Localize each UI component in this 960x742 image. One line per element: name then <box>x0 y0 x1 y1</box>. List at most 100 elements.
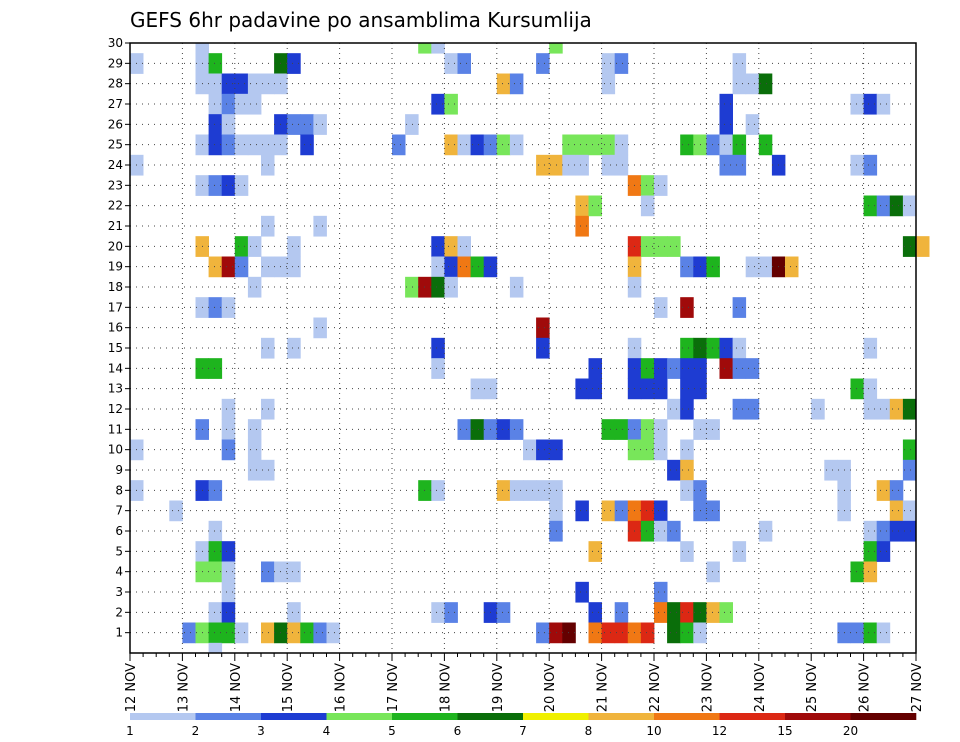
heatmap-cell <box>287 256 301 278</box>
heatmap-cell <box>680 541 694 562</box>
heatmap-cell <box>667 602 681 623</box>
x-tick-label: 12 NOV <box>124 663 139 712</box>
heatmap-cell <box>287 561 301 583</box>
heatmap-cell <box>234 256 249 278</box>
heatmap-cell <box>549 520 563 542</box>
heatmap-cell <box>601 500 616 522</box>
heatmap-cell <box>640 520 655 542</box>
heatmap-cell <box>680 358 694 379</box>
heatmap-cell <box>640 419 655 440</box>
legend-label: 12 <box>712 724 727 738</box>
heatmap-cell <box>562 622 576 644</box>
heatmap-cell <box>863 398 878 420</box>
heatmap-cell <box>444 93 458 115</box>
heatmap-cell <box>588 195 602 217</box>
heatmap-cell <box>431 602 445 623</box>
heatmap-cell <box>431 93 445 115</box>
legend-swatch <box>130 713 196 720</box>
heatmap-cell <box>431 480 445 501</box>
heatmap-cell <box>745 256 760 278</box>
heatmap-cell <box>261 256 275 278</box>
heatmap-cell <box>575 195 589 217</box>
heatmap-cell <box>732 297 747 318</box>
heatmap-cell <box>392 134 406 156</box>
x-tick-label: 21 NOV <box>596 663 611 712</box>
heatmap-cell <box>863 195 878 217</box>
x-tick-label: 24 NOV <box>753 663 768 712</box>
heatmap-cell <box>588 541 602 562</box>
heatmap-cell <box>601 134 616 156</box>
heatmap-cell <box>431 43 445 54</box>
heatmap-cell <box>536 317 550 339</box>
heatmap-cell <box>261 622 275 644</box>
heatmap-cell <box>234 622 249 644</box>
heatmap-cell <box>876 195 891 217</box>
heatmap-cell <box>863 154 878 176</box>
heatmap-cell <box>221 541 236 562</box>
heatmap-cell <box>457 256 471 278</box>
heatmap-cell <box>667 459 681 481</box>
heatmap-cell <box>536 622 550 644</box>
heatmap-cell <box>300 622 314 644</box>
heatmap-cell <box>745 73 760 95</box>
color-legend: 1 2 3 4 5 6 7 8 10 12 15 20 <box>126 713 917 738</box>
heatmap-cell <box>706 602 720 623</box>
y-tick-label: 5 <box>115 544 123 558</box>
heatmap-cell <box>654 297 668 318</box>
heatmap-cell <box>614 134 629 156</box>
heatmap-cell <box>261 154 275 176</box>
legend-label: 4 <box>323 724 331 738</box>
x-tick-label: 13 NOV <box>176 663 191 712</box>
heatmap-cell <box>431 236 445 257</box>
heatmap-cell <box>431 337 445 359</box>
y-tick-label: 7 <box>115 504 123 518</box>
heatmap-cell <box>287 622 301 644</box>
heatmap-cell <box>234 134 249 156</box>
legend-label: 15 <box>777 724 792 738</box>
legend-swatch <box>850 713 917 720</box>
heatmap-cell <box>313 114 327 135</box>
heatmap-cell <box>719 358 733 379</box>
heatmap-cell <box>588 602 602 623</box>
heatmap-cell <box>549 154 563 176</box>
heatmap-cell <box>758 520 773 542</box>
heatmap-cell <box>732 541 747 562</box>
heatmap-cell <box>745 114 760 135</box>
heatmap-cell <box>719 154 733 176</box>
heatmap-cell <box>876 398 891 420</box>
heatmap-cell <box>667 358 681 379</box>
heatmap-cell <box>889 500 904 522</box>
heatmap-cell <box>601 53 616 74</box>
y-tick-label: 19 <box>108 260 123 274</box>
heatmap-cell <box>654 175 668 196</box>
heatmap-cell <box>667 520 681 542</box>
heatmap-cell <box>287 602 301 623</box>
heatmap-cell <box>850 154 864 176</box>
heatmap-cell <box>208 480 223 501</box>
y-tick-label: 9 <box>115 463 123 477</box>
heatmap-cell <box>863 337 878 359</box>
y-tick-label: 21 <box>108 219 123 233</box>
heatmap-cell <box>850 93 864 115</box>
y-tick-label: 6 <box>115 524 123 538</box>
heatmap-cell <box>601 73 616 95</box>
legend-swatch <box>523 713 589 720</box>
heatmap-cell <box>902 236 917 257</box>
heatmap-cell <box>680 459 694 481</box>
heatmap-cell <box>536 154 550 176</box>
y-tick-label: 1 <box>115 626 123 640</box>
heatmap-cell <box>195 43 209 54</box>
heatmap-cell <box>654 358 668 379</box>
y-tick-label: 27 <box>108 97 123 111</box>
heatmap-cell <box>654 236 668 257</box>
y-tick-label: 14 <box>108 361 123 375</box>
heatmap-cell <box>234 236 249 257</box>
heatmap-cell <box>745 398 760 420</box>
x-tick-label: 27 NOV <box>910 663 925 712</box>
heatmap-cell <box>588 358 602 379</box>
heatmap-cell <box>876 541 891 562</box>
heatmap-cell <box>588 622 602 644</box>
heatmap-cell <box>614 602 629 623</box>
heatmap-cell <box>261 561 275 583</box>
x-axis: 12 NOV 13 NOV 14 NOV 15 NOV 16 NOV 17 NOV 18 N… <box>124 653 925 712</box>
